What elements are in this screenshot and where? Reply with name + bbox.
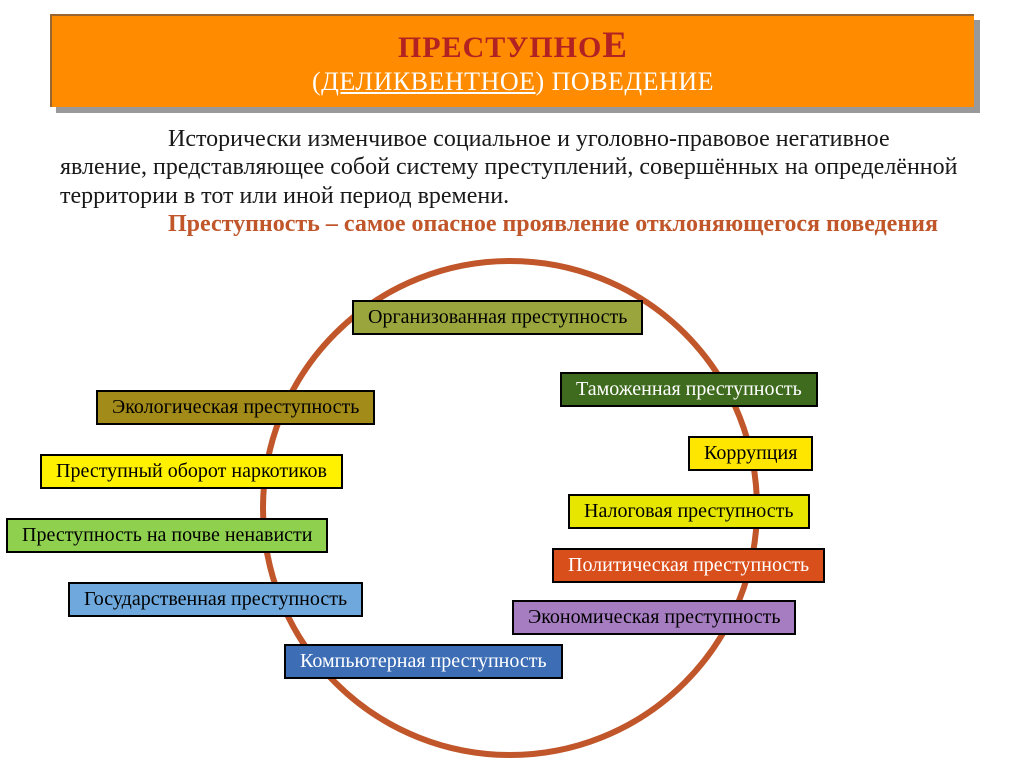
- crime-type-box: Организованная преступность: [352, 300, 643, 335]
- title-line2-prefix: (: [312, 67, 321, 96]
- title-line2: (ДЕЛИКВЕНТНОЕ) ПОВЕДЕНИЕ: [72, 67, 954, 97]
- crime-type-box: Государственная преступность: [68, 582, 363, 617]
- crime-type-box: Экономическая преступность: [512, 600, 796, 635]
- title-line2-em: ДЕЛИКВЕНТНОЕ: [321, 67, 535, 96]
- definition-emphasis: Преступность – самое опасное проявление …: [168, 211, 938, 237]
- crime-type-box: Политическая преступность: [552, 548, 825, 583]
- definition-paragraph: Исторически изменчивое социальное и угол…: [60, 125, 964, 238]
- crime-type-box: Налоговая преступность: [568, 494, 810, 529]
- crime-type-box: Преступный оборот наркотиков: [40, 454, 343, 489]
- crime-type-box: Коррупция: [688, 436, 813, 471]
- title-line2-suffix: ) ПОВЕДЕНИЕ: [536, 67, 715, 96]
- crime-type-box: Преступность на почве ненависти: [6, 518, 328, 553]
- title-line1: ПРЕСТУПНОЕ: [72, 24, 954, 67]
- crime-type-box: Экологическая преступность: [96, 390, 375, 425]
- crime-type-box: Компьютерная преступность: [284, 644, 563, 679]
- crime-types-diagram: Организованная преступность Таможенная пр…: [0, 244, 1024, 684]
- title-line1-text: ПРЕСТУПНО: [398, 31, 602, 64]
- title-box: ПРЕСТУПНОЕ (ДЕЛИКВЕНТНОЕ) ПОВЕДЕНИЕ: [50, 14, 974, 107]
- title-line1-e: Е: [602, 25, 628, 66]
- crime-type-box: Таможенная преступность: [560, 372, 818, 407]
- definition-text: Исторически изменчивое социальное и угол…: [60, 126, 958, 209]
